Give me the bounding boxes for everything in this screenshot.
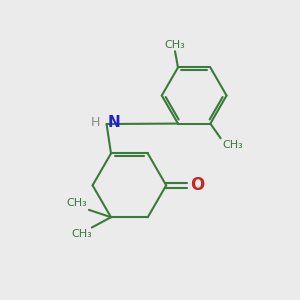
Text: O: O [190,176,205,194]
Text: N: N [108,115,121,130]
Text: CH₃: CH₃ [71,229,92,239]
Text: CH₃: CH₃ [222,140,243,150]
Text: CH₃: CH₃ [67,198,87,208]
Text: H: H [91,116,100,129]
Text: CH₃: CH₃ [165,40,185,50]
